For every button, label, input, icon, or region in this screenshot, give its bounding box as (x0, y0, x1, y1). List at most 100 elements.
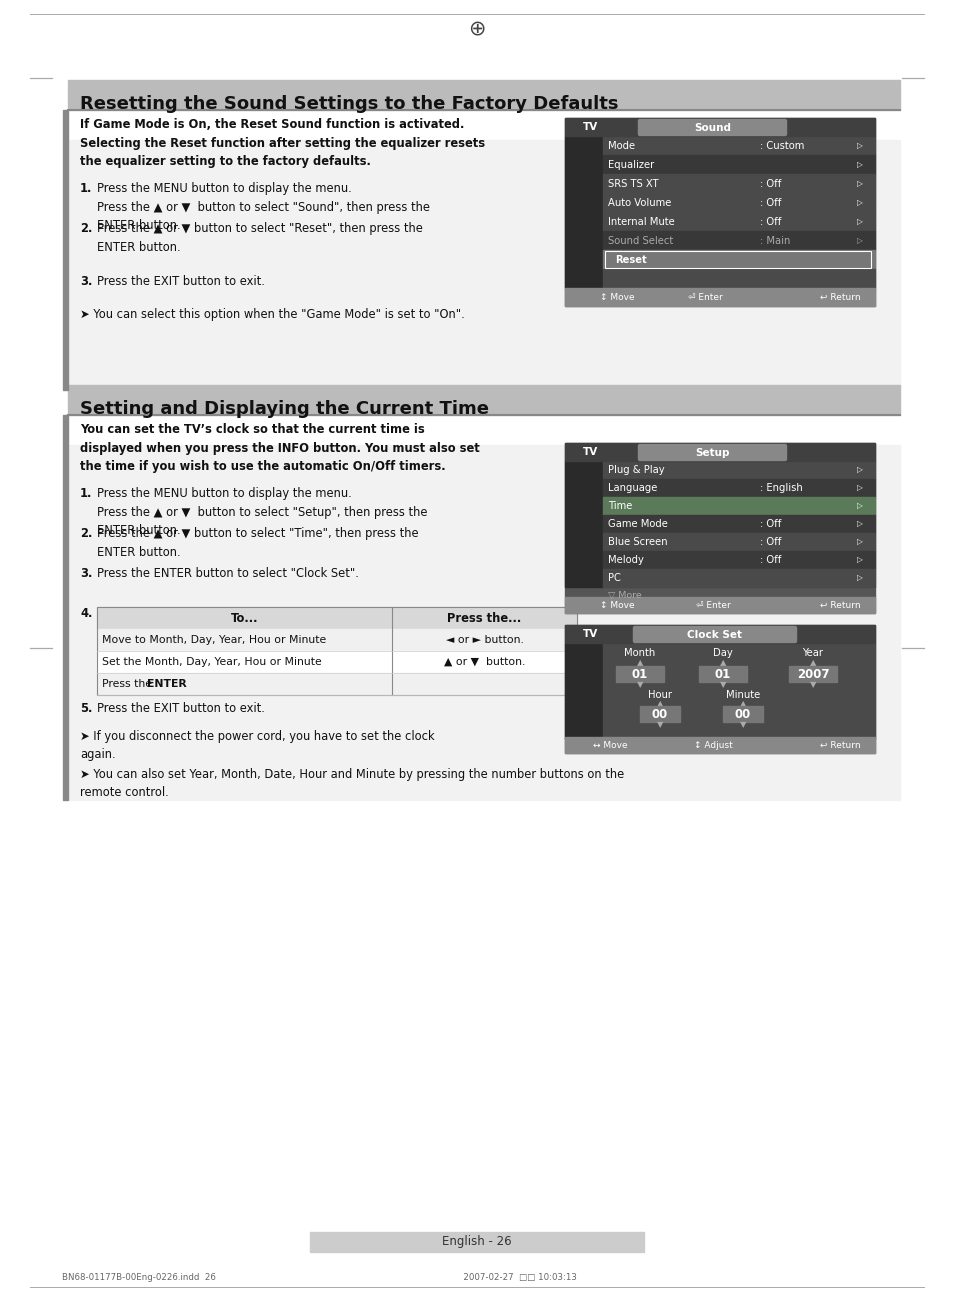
Text: Day: Day (713, 648, 732, 658)
Text: Sound Select: Sound Select (607, 235, 673, 246)
Bar (616, 666, 663, 682)
Bar (602, 155, 874, 174)
Text: Hour: Hour (647, 690, 671, 700)
Text: : Off: : Off (760, 198, 781, 207)
Text: 01: 01 (631, 667, 647, 680)
Bar (602, 269, 874, 288)
Bar (97, 673, 577, 695)
Text: Press the ▲ or ▼ button to select "Reset", then press the
ENTER button.: Press the ▲ or ▼ button to select "Reset… (97, 222, 422, 254)
Text: 5.: 5. (80, 703, 92, 716)
Bar (602, 479, 874, 497)
Text: ▷: ▷ (856, 519, 862, 528)
Text: PC: PC (607, 572, 620, 583)
Text: Equalizer: Equalizer (607, 160, 654, 169)
Bar (604, 251, 870, 268)
Text: TV: TV (582, 448, 598, 457)
Text: 2.: 2. (80, 527, 92, 540)
FancyBboxPatch shape (638, 120, 785, 135)
Bar (68, 141, 899, 390)
Text: : Off: : Off (760, 537, 781, 546)
Text: ▷: ▷ (856, 198, 862, 207)
Text: 1.: 1. (80, 182, 92, 195)
Bar (699, 666, 746, 682)
Text: TV: TV (582, 628, 598, 639)
Text: ↔ Move: ↔ Move (593, 740, 627, 749)
Text: TV: TV (582, 122, 598, 131)
Text: ▷: ▷ (856, 180, 862, 189)
Text: ▼: ▼ (809, 680, 816, 690)
Text: Game Mode: Game Mode (607, 519, 667, 530)
Bar (564, 444, 874, 613)
Text: ↩ Return: ↩ Return (820, 601, 860, 609)
Text: ▲: ▲ (719, 658, 725, 667)
Text: ↕ Move: ↕ Move (599, 601, 634, 609)
Text: ▼: ▼ (739, 721, 745, 730)
Text: 00: 00 (734, 708, 750, 721)
Text: ▷: ▷ (856, 235, 862, 245)
Text: ⏎ Enter: ⏎ Enter (695, 601, 730, 609)
Text: ◄ or ► button.: ◄ or ► button. (445, 635, 523, 645)
Text: ➤ If you disconnect the power cord, you have to set the clock
again.: ➤ If you disconnect the power cord, you … (80, 730, 435, 761)
Text: Press the EXIT button to exit.: Press the EXIT button to exit. (97, 703, 265, 716)
Bar (602, 193, 874, 212)
Text: BN68-01177B-00Eng-0226.indd  26                                                 : BN68-01177B-00Eng-0226.indd 26 (62, 1272, 577, 1281)
Text: : Off: : Off (760, 556, 781, 565)
Text: ➤ You can select this option when the "Game Mode" is set to "On".: ➤ You can select this option when the "G… (80, 308, 464, 321)
Bar (97, 608, 577, 628)
FancyBboxPatch shape (638, 445, 785, 461)
Text: Internal Mute: Internal Mute (607, 216, 674, 226)
Bar (602, 212, 874, 232)
Bar (602, 250, 874, 269)
Bar (564, 118, 874, 306)
Text: Press the...: Press the... (447, 611, 521, 624)
Text: Set the Month, Day, Year, Hou or Minute: Set the Month, Day, Year, Hou or Minute (102, 657, 321, 667)
Bar (639, 706, 679, 722)
Bar (564, 444, 874, 461)
Bar (564, 624, 874, 753)
Text: English - 26: English - 26 (442, 1236, 511, 1249)
Text: Clock Set: Clock Set (687, 630, 741, 640)
Text: 1.: 1. (80, 487, 92, 500)
Text: ↕ Adjust: ↕ Adjust (693, 740, 732, 749)
Bar (564, 288, 874, 306)
Text: ▽ More: ▽ More (607, 591, 641, 600)
Text: Setup: Setup (695, 448, 729, 458)
Bar (564, 597, 874, 613)
Text: You can set the TV’s clock so that the current time is
displayed when you press : You can set the TV’s clock so that the c… (80, 423, 479, 474)
Text: Press the MENU button to display the menu.
Press the ▲ or ▼  button to select "S: Press the MENU button to display the men… (97, 487, 427, 537)
Text: ▷: ▷ (856, 160, 862, 169)
Text: ▷: ▷ (856, 501, 862, 510)
Bar (602, 174, 874, 193)
Bar (564, 461, 602, 587)
Text: ▷: ▷ (856, 537, 862, 546)
Bar (602, 461, 874, 479)
Text: : Main: : Main (760, 235, 789, 246)
Bar (602, 497, 874, 515)
Bar (722, 706, 762, 722)
Text: : Off: : Off (760, 519, 781, 530)
Text: ▼: ▼ (719, 680, 725, 690)
Text: 3.: 3. (80, 275, 92, 288)
Bar (310, 1232, 643, 1252)
Text: Setting and Displaying the Current Time: Setting and Displaying the Current Time (80, 399, 489, 418)
Text: ⊕: ⊕ (468, 18, 485, 38)
Bar (602, 643, 874, 739)
Text: Year: Year (801, 648, 822, 658)
Bar (97, 628, 577, 650)
Text: Auto Volume: Auto Volume (607, 198, 671, 207)
Bar (63, 111, 68, 390)
Bar (97, 608, 577, 695)
Text: 00: 00 (651, 708, 667, 721)
Text: ▼: ▼ (656, 721, 662, 730)
Text: Sound: Sound (694, 122, 731, 133)
Text: Minute: Minute (725, 690, 760, 700)
Text: ▷: ▷ (856, 141, 862, 150)
Text: 2.: 2. (80, 222, 92, 235)
Bar (68, 385, 899, 415)
Text: To...: To... (231, 611, 258, 624)
Text: Language: Language (607, 483, 657, 493)
Bar (564, 643, 602, 739)
Text: Move to Month, Day, Year, Hou or Minute: Move to Month, Day, Year, Hou or Minute (102, 635, 326, 645)
Text: 2007: 2007 (796, 667, 828, 680)
Text: Mode: Mode (607, 141, 635, 151)
